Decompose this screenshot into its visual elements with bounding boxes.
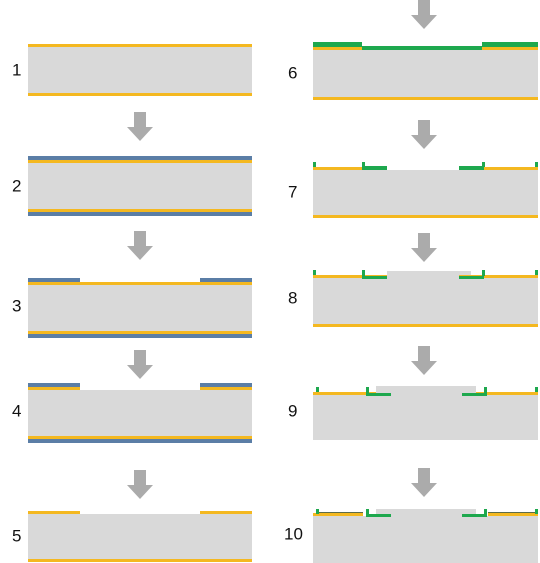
step-7: [313, 162, 538, 218]
arrow: [127, 112, 153, 141]
step-3: [28, 278, 252, 338]
step-5: [28, 511, 252, 562]
step-label: 5: [12, 526, 21, 545]
arrow: [411, 468, 437, 497]
step-6: [313, 42, 538, 100]
step-1: [28, 44, 252, 96]
step-label: 7: [288, 182, 297, 201]
step-label: 1: [12, 60, 21, 79]
step-9: [313, 386, 538, 440]
arrow: [411, 233, 437, 262]
step-2: [28, 156, 252, 216]
arrow: [127, 350, 153, 379]
arrow: [411, 346, 437, 375]
step-8: [313, 270, 538, 327]
step-label: 8: [288, 288, 297, 307]
step-label: 9: [288, 401, 297, 420]
arrow: [127, 470, 153, 499]
step-label: 3: [12, 296, 21, 315]
step-10: [313, 509, 538, 563]
arrow: [411, 120, 437, 149]
step-label: 6: [288, 63, 297, 82]
step-label: 10: [284, 524, 303, 543]
arrow: [127, 231, 153, 260]
step-4: [28, 383, 252, 443]
arrow: [411, 0, 437, 29]
step-label: 2: [12, 176, 21, 195]
step-label: 4: [12, 401, 21, 420]
